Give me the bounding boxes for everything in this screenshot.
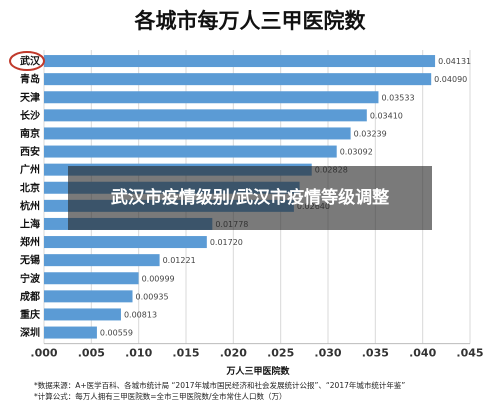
category-label: 郑州 xyxy=(20,236,40,249)
x-tick-label: .025 xyxy=(267,347,294,360)
bar xyxy=(44,73,432,86)
x-tick-label: .040 xyxy=(409,347,436,360)
value-label: 0.03239 xyxy=(354,129,387,138)
value-label: 0.00559 xyxy=(100,329,133,338)
bar xyxy=(44,55,436,68)
category-label: 深圳 xyxy=(20,326,40,339)
bar xyxy=(44,254,160,267)
category-label: 青岛 xyxy=(20,73,40,86)
category-label: 西安 xyxy=(20,145,40,158)
bar xyxy=(44,236,207,249)
x-tick-labels: .000 .005 .010 .015 .020 .025 .030 .035 .040 .045 xyxy=(30,347,483,360)
value-label: 0.00999 xyxy=(142,274,175,283)
category-label: 天津 xyxy=(20,91,40,104)
category-label: 上海 xyxy=(20,217,40,230)
category-label: 武汉 xyxy=(20,55,41,68)
x-tick-label: .030 xyxy=(314,347,341,360)
value-label: 0.00813 xyxy=(124,310,157,319)
bar xyxy=(44,109,367,122)
value-label: 0.03533 xyxy=(381,93,414,102)
bar xyxy=(44,145,337,158)
category-label: 无锡 xyxy=(19,254,40,267)
value-label: 0.03092 xyxy=(340,148,373,157)
category-label: 广州 xyxy=(20,163,40,176)
x-tick-label: .035 xyxy=(362,347,389,360)
x-tick-label: .045 xyxy=(456,347,483,360)
highlight-ring xyxy=(9,51,45,72)
bar xyxy=(44,127,351,140)
x-tick-label: .020 xyxy=(220,347,247,360)
category-label: 南京 xyxy=(20,127,40,140)
bar xyxy=(44,272,139,285)
value-label: 0.01221 xyxy=(163,256,196,265)
value-label: 0.03410 xyxy=(370,111,403,120)
chart-title: 各城市每万人三甲医院数 xyxy=(134,9,367,33)
bar xyxy=(44,290,133,303)
category-label: 长沙 xyxy=(20,109,40,122)
overlay-caption: 武汉市疫情级别/武汉市疫情等级调整 xyxy=(110,188,390,208)
bar xyxy=(44,308,121,321)
value-label: 0.04090 xyxy=(434,75,467,84)
category-label: 杭州 xyxy=(20,199,40,212)
x-tick-label: .015 xyxy=(172,347,199,360)
x-axis-label: 万人三甲医院数 xyxy=(225,365,290,377)
bar xyxy=(44,91,379,104)
bar xyxy=(44,326,97,339)
value-label: 0.00935 xyxy=(136,292,169,301)
x-tick-label: .010 xyxy=(125,347,152,360)
footnote-source: *数据来源：A+医学百科、各城市统计局 “2017年城市国民经济和社会发展统计公… xyxy=(34,380,405,390)
category-label: 北京 xyxy=(20,181,40,194)
category-label: 成都 xyxy=(20,290,40,303)
caption-overlay: 武汉市疫情级别/武汉市疫情等级调整 xyxy=(68,166,432,230)
footnote-formula: *计算公式：每万人拥有三甲医院数=全市三甲医院数/全市常住人口数（万） xyxy=(34,391,287,401)
x-tick-label: .000 xyxy=(30,347,57,360)
x-tick-label: .005 xyxy=(78,347,105,360)
value-label: 0.04131 xyxy=(438,57,471,66)
category-label: 重庆 xyxy=(20,308,40,321)
value-label: 0.01720 xyxy=(210,238,243,247)
category-label: 宁波 xyxy=(20,272,41,285)
